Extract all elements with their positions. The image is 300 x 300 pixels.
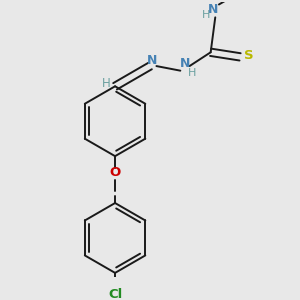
Text: H: H [202,10,210,20]
Text: H: H [188,68,196,77]
Text: N: N [180,57,190,70]
Text: N: N [147,54,157,67]
Text: H: H [101,77,110,90]
Text: O: O [110,166,121,179]
Text: N: N [208,3,219,16]
Text: Cl: Cl [108,288,122,300]
Text: S: S [244,50,253,62]
